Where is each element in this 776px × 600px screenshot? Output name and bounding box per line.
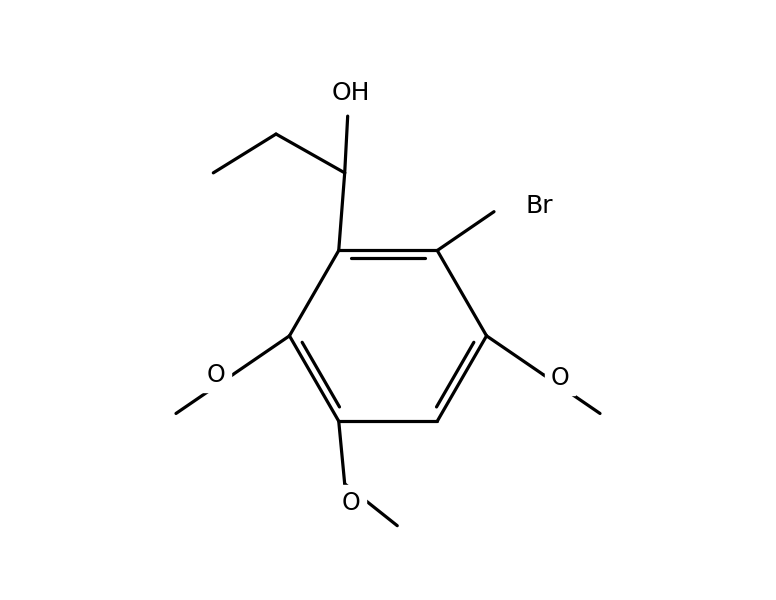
- Text: O: O: [206, 362, 225, 386]
- Text: O: O: [551, 365, 570, 389]
- Text: Br: Br: [525, 194, 553, 218]
- Text: OH: OH: [331, 82, 370, 106]
- Text: O: O: [341, 491, 360, 515]
